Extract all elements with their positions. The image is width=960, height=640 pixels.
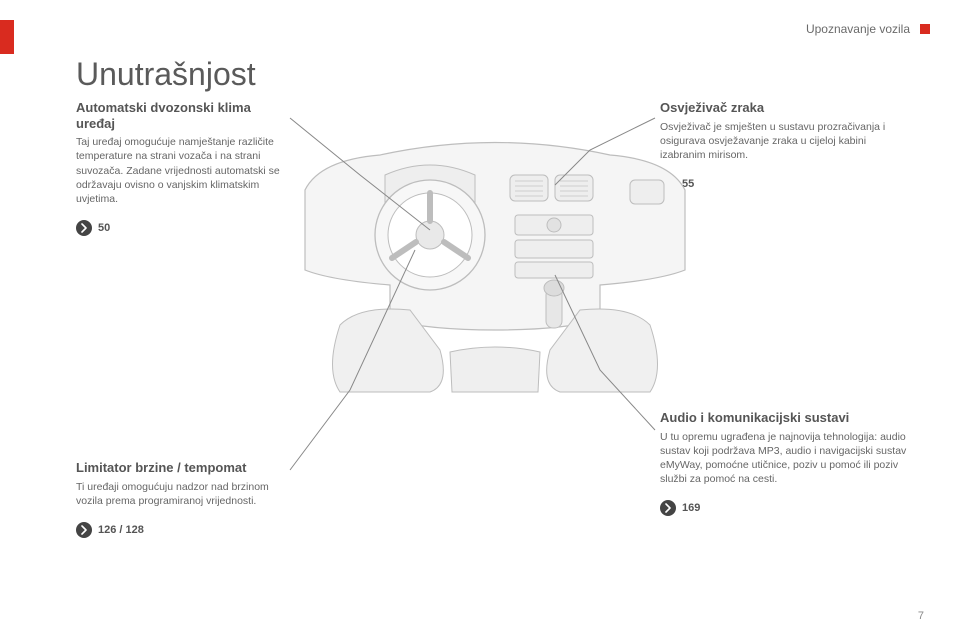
klima-title: Automatski dvozonski klima uređaj	[76, 100, 286, 131]
left-accent-bar	[0, 20, 14, 54]
osvjezivac-title: Osvježivač zraka	[660, 100, 910, 116]
audio-body: U tu opremu ugrađena je najnovija tehnol…	[660, 430, 910, 487]
page-ref-icon	[76, 220, 92, 236]
klima-body: Taj uređaj omogućuje namještanje različi…	[76, 135, 286, 206]
manual-page: Upoznavanje vozila Unutrašnjost Automats…	[0, 0, 960, 640]
block-limitator: Limitator brzine / tempomat Ti uređaji o…	[76, 460, 296, 538]
audio-ref: 169	[660, 500, 910, 516]
limitator-body: Ti uređaji omogućuju nadzor nad brzinom …	[76, 480, 296, 508]
limitator-title: Limitator brzine / tempomat	[76, 460, 296, 476]
audio-title: Audio i komunikacijski sustavi	[660, 410, 910, 426]
dashboard-illustration	[300, 120, 690, 400]
page-ref-icon	[76, 522, 92, 538]
audio-ref-text: 169	[682, 502, 700, 514]
block-audio: Audio i komunikacijski sustavi U tu opre…	[660, 410, 910, 516]
limitator-ref: 126 / 128	[76, 522, 296, 538]
osvjezivac-body: Osvježivač je smješten u sustavu prozrač…	[660, 120, 910, 163]
top-right-marker	[920, 24, 930, 34]
limitator-ref-text: 126 / 128	[98, 524, 144, 536]
section-header: Upoznavanje vozila	[806, 22, 910, 36]
klima-ref-text: 50	[98, 222, 110, 234]
osvjezivac-ref: 55	[660, 176, 910, 192]
block-klima: Automatski dvozonski klima uređaj Taj ur…	[76, 100, 286, 236]
page-number: 7	[918, 610, 924, 622]
page-title: Unutrašnjost	[76, 56, 256, 93]
klima-ref: 50	[76, 220, 286, 236]
page-ref-icon	[660, 500, 676, 516]
block-osvjezivac: Osvježivač zraka Osvježivač je smješten …	[660, 100, 910, 192]
